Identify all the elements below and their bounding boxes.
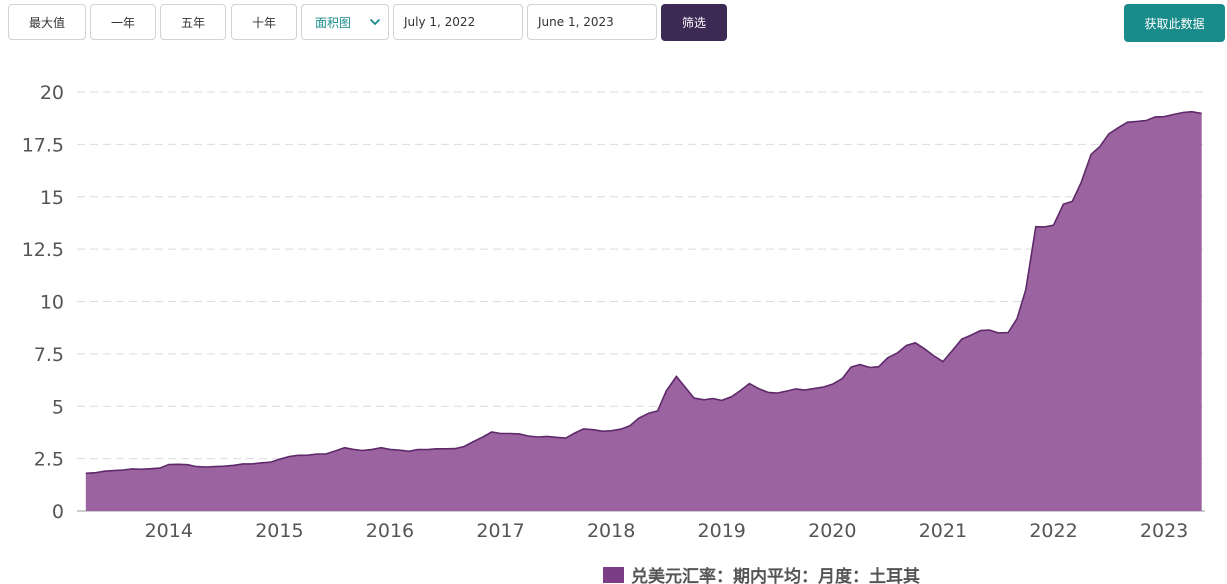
series-line	[85, 110, 1202, 475]
y-tick-label: 5	[52, 396, 64, 418]
x-tick-label: 2020	[808, 520, 856, 542]
y-tick-label: 10	[40, 292, 64, 314]
y-tick-label: 17.5	[22, 134, 64, 156]
y-tick-label: 2.5	[34, 449, 64, 471]
x-tick-label: 2015	[255, 520, 303, 542]
y-tick-label: 7.5	[34, 344, 64, 366]
x-tick-label: 2016	[366, 520, 414, 542]
chart-type-selected-label: 面积图	[315, 15, 352, 30]
x-tick-label: 2014	[145, 520, 193, 542]
legend[interactable]: 兑美元汇率：期内平均：月度：土耳其	[603, 566, 920, 584]
chart-type-select[interactable]: 面积图	[301, 4, 389, 40]
x-tick-label: 2018	[587, 520, 635, 542]
y-tick-label: 15	[40, 187, 64, 209]
series-layer	[85, 110, 1202, 511]
max-range-button[interactable]: 最大值	[8, 4, 86, 40]
y-tick-label: 0	[52, 501, 64, 523]
y-tick-label: 20	[40, 82, 64, 104]
x-tick-label: 2022	[1029, 520, 1077, 542]
filter-button[interactable]: 筛选	[661, 4, 727, 41]
y-tick-label: 12.5	[22, 239, 64, 261]
x-tick-label: 2017	[476, 520, 524, 542]
one-year-button[interactable]: 一年	[90, 4, 156, 40]
end-date-input[interactable]: June 1, 2023	[527, 4, 657, 40]
toolbar: 最大值 一年 五年 十年 面积图 July 1, 2022 June 1, 20…	[0, 0, 1227, 50]
grid-lines	[77, 91, 1205, 512]
start-date-input[interactable]: July 1, 2022	[393, 4, 523, 40]
x-tick-label: 2021	[919, 520, 967, 542]
series-area	[85, 111, 1202, 511]
five-year-button[interactable]: 五年	[160, 4, 226, 40]
x-tick-label: 2019	[698, 520, 746, 542]
x-axis-ticks: 2014 2015 2016 2017 2018 2019 2020 2021 2022 2023	[145, 520, 1189, 542]
legend-label: 兑美元汇率：期内平均：月度：土耳其	[631, 566, 920, 584]
fetch-data-button[interactable]: 获取此数据	[1124, 4, 1225, 42]
ten-year-button[interactable]: 十年	[231, 4, 297, 40]
chevron-down-icon	[370, 19, 380, 25]
x-tick-label: 2023	[1140, 520, 1188, 542]
legend-swatch	[603, 567, 624, 583]
y-axis-ticks: 0 2.5 5 7.5 10 12.5 15 17.5 20	[22, 82, 64, 523]
